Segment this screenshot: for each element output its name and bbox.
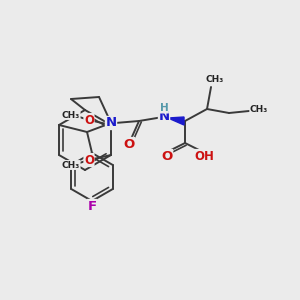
Text: O: O xyxy=(161,149,172,163)
Text: CH₃: CH₃ xyxy=(250,104,268,113)
Text: CH₃: CH₃ xyxy=(62,160,80,169)
Text: F: F xyxy=(88,200,97,212)
Text: CH₃: CH₃ xyxy=(62,110,80,119)
Text: CH₃: CH₃ xyxy=(206,74,224,83)
Text: OH: OH xyxy=(194,149,214,163)
Polygon shape xyxy=(168,117,184,125)
Text: O: O xyxy=(123,137,135,151)
Text: O: O xyxy=(84,154,94,166)
Text: N: N xyxy=(106,116,117,130)
Text: H: H xyxy=(160,103,168,113)
Text: N: N xyxy=(158,110,169,122)
Text: O: O xyxy=(84,113,94,127)
